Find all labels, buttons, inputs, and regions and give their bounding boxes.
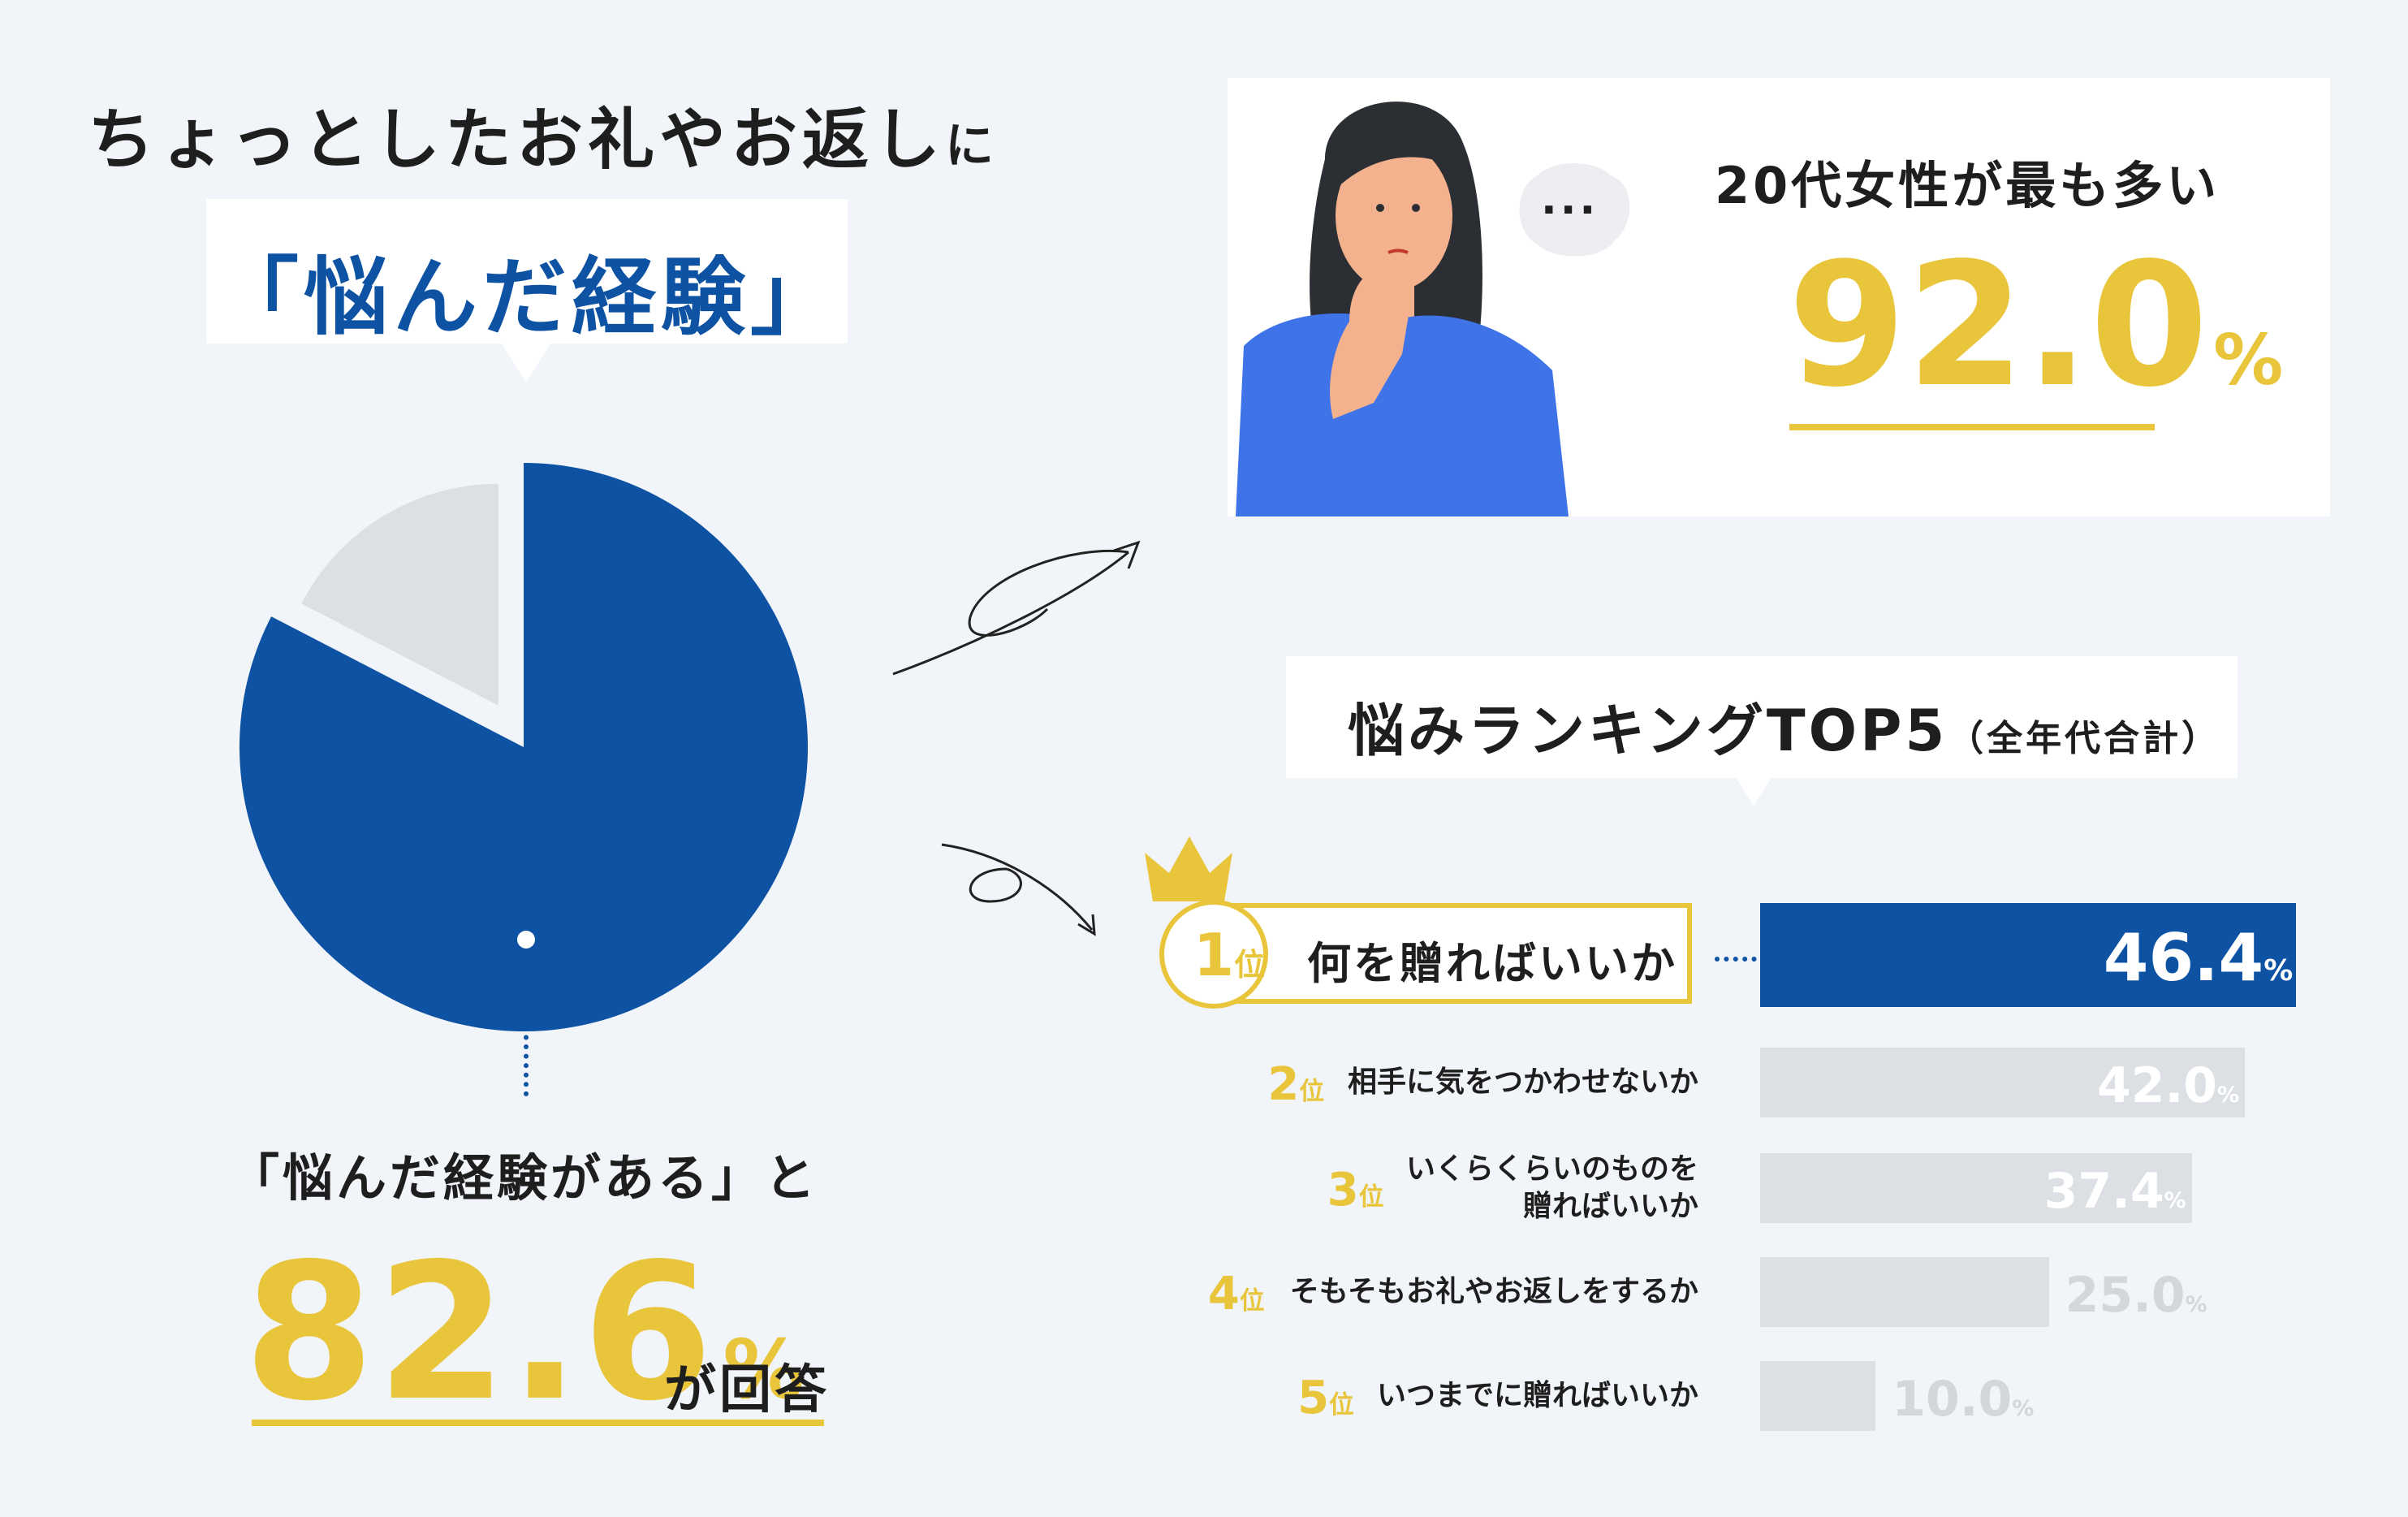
pie-slice-1 xyxy=(239,463,808,1031)
ranking-title-tail xyxy=(1736,778,1771,806)
rank-4-number: 4位 xyxy=(1207,1268,1265,1320)
callout-text: 「悩んだ経験」 xyxy=(214,248,839,347)
bar-value-rank-2: 42.0% xyxy=(2097,1057,2240,1114)
rank-2-number: 2位 xyxy=(1267,1058,1325,1111)
experience-underline xyxy=(252,1420,824,1426)
rank-5-number: 5位 xyxy=(1297,1372,1354,1424)
rank-5-label: いつまでに贈ればいいか xyxy=(1377,1377,1698,1415)
rank-3-label: いくらくらいのものを贈ればいいか xyxy=(1406,1151,1698,1225)
ranking-title: 悩みランキングTOP5（全年代合計） xyxy=(1348,698,2221,764)
bar-value-rank-3: 37.4% xyxy=(2043,1163,2186,1220)
bar-value-rank-5: 10.0% xyxy=(1892,1371,2035,1428)
bar-rank-4 xyxy=(1760,1257,2049,1327)
rank-2-label-line: 相手に気をつかわせないか xyxy=(1347,1065,1698,1099)
experience-percentage: 82.6% xyxy=(244,1223,806,1442)
ranking-title-box: 悩みランキングTOP5（全年代合計） xyxy=(1286,656,2238,778)
bar-value-rank-1: 46.4% xyxy=(2103,920,2294,996)
bar-rank-5 xyxy=(1760,1361,1876,1431)
card-percentage: 92.0% xyxy=(1788,226,2284,425)
arrow-icon-lower xyxy=(941,843,1096,936)
rank-1-badge xyxy=(1159,900,1268,1009)
speech-bubble-text: ... xyxy=(1541,175,1599,224)
rank-4-label-line: そもそもお礼やお返しをするか xyxy=(1289,1275,1698,1308)
rank-4-label: そもそもお礼やお返しをするか xyxy=(1290,1273,1698,1311)
arrow-icon-upper xyxy=(892,540,1141,676)
card-underline xyxy=(1789,424,2155,430)
pie-dotted-line xyxy=(524,960,529,1096)
rank-3-number: 3位 xyxy=(1327,1164,1384,1217)
worried-woman-illustration xyxy=(1236,102,1569,516)
bar-rank-3 xyxy=(1760,1153,2192,1223)
rank-3-label-line: 贈ればいいか xyxy=(1522,1190,1698,1223)
pie-chart xyxy=(239,463,808,1031)
pie-slice-2 xyxy=(301,483,498,706)
experience-suffix: が回答 xyxy=(664,1360,830,1420)
intro-heading: ちょっとしたお礼やお返しに xyxy=(88,102,999,179)
rank-3-label-line: いくらくらいのものを xyxy=(1405,1152,1698,1186)
pie-marker-dot xyxy=(517,931,535,949)
bar-rank-2 xyxy=(1760,1048,2246,1117)
bar-value-rank-4: 25.0% xyxy=(2065,1267,2207,1324)
card-heading: 20代女性が最も多い xyxy=(1715,156,2220,215)
experience-label: 「悩んだ経験がある」と xyxy=(229,1148,819,1208)
rank-2-label: 相手に気をつかわせないか xyxy=(1348,1064,1698,1101)
callout-box: 「悩んだ経験」 xyxy=(206,199,848,347)
callout-tail xyxy=(502,344,550,382)
top-group-card: ... 20代女性が最も多い 92.0% xyxy=(1228,78,2330,516)
rank-1-label: 何を贈ればいいか xyxy=(1307,938,1677,989)
crown-icon xyxy=(1145,836,1232,901)
speech-bubble-icon xyxy=(1519,163,1630,257)
rank-1-number: 1位 xyxy=(1193,921,1266,989)
rank-1-label-box xyxy=(1195,903,1692,1004)
bar-rank-1 xyxy=(1760,903,2296,1007)
rank-5-label-line: いつまでに贈ればいいか xyxy=(1376,1379,1698,1412)
